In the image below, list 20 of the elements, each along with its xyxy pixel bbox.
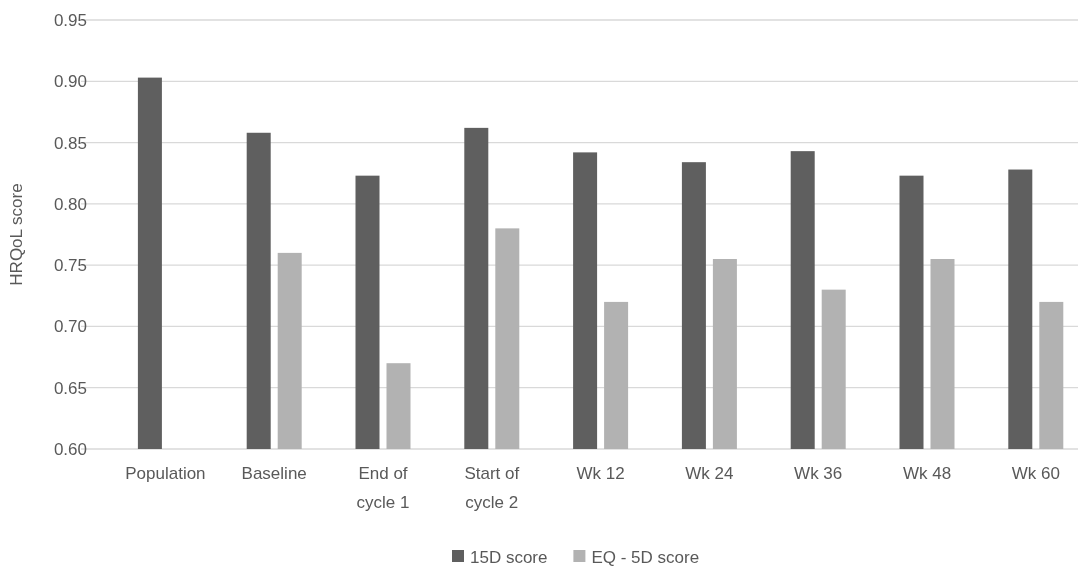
x-tick-label: Population [125,464,206,483]
legend-label: EQ - 5D score [591,548,700,567]
legend-label: 15D score [470,548,548,567]
x-tick-label: Wk 48 [902,464,952,483]
x-tick-label: Wk 60 [1011,464,1060,483]
y-tick-label: 0.95 [53,10,87,30]
x-tick-label: Baseline [241,464,307,483]
y-tick-label: 0.90 [53,72,87,92]
y-tick-label: 0.85 [53,133,87,153]
y-tick-label: 0.65 [53,378,87,398]
y-axis-title: HRQoL score [7,183,26,286]
x-tick-label: Wk 36 [794,464,843,483]
y-tick-label: 0.75 [53,256,87,276]
x-tick-label: Start of cycle 2 [464,464,520,512]
x-tick-label: Wk 12 [576,464,625,483]
y-tick-label: 0.70 [53,317,87,337]
y-tick-label: 0.60 [53,439,87,459]
y-tick-label: 0.80 [53,194,87,214]
x-tick-label: Wk 24 [685,464,734,483]
x-tick-label: End of cycle 1 [356,464,410,512]
